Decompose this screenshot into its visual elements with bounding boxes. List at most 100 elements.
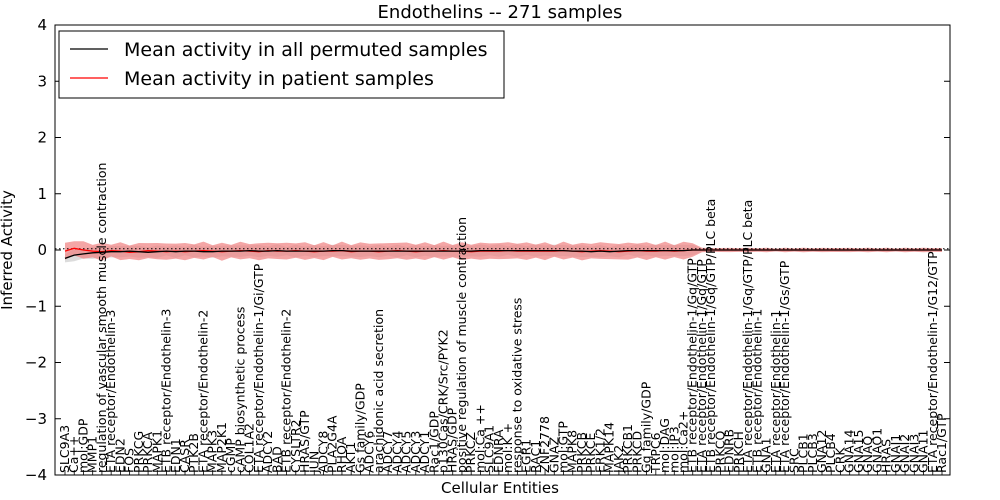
category-label: ADCY3 — [408, 431, 423, 473]
category-label: PRKCA — [140, 432, 155, 473]
category-label: ETA receptor/Endothelin-1/Gi/GTP — [251, 263, 266, 473]
category-label: ETA receptor/Endothelin-1 — [768, 310, 783, 473]
category-label: GNAI2 — [897, 434, 912, 473]
category-label: ERK1/2 — [592, 428, 607, 473]
category-label: Rac1/GDP — [426, 411, 441, 473]
y-tick-label: −3 — [25, 410, 47, 428]
category-label: mol:GTP — [556, 421, 571, 473]
category-label: Ca++ — [66, 436, 81, 473]
y-tick-label: 0 — [37, 241, 47, 259]
category-label: GNA14 — [842, 429, 857, 473]
category-label: PLCB3 — [805, 433, 820, 473]
category-label: ETA receptor/Endothelin-1/G12/GTP — [925, 251, 940, 473]
category-label: EDNRA — [491, 429, 506, 473]
category-label: ETA receptor/Endothelin-3 — [103, 310, 118, 473]
category-label: ADCY5 — [399, 431, 414, 473]
category-label: ETA receptor/Endothelin-2 — [195, 310, 210, 473]
series-line-permuted — [64, 249, 942, 260]
category-label: GNA11 — [916, 430, 931, 474]
y-tick-label: 3 — [37, 72, 47, 90]
category-label: PRKCE — [583, 433, 598, 473]
category-label: PRKCH — [731, 431, 746, 473]
legend-label-permuted: Mean activity in all permuted samples — [124, 39, 487, 61]
category-label: JAK2 — [611, 445, 626, 474]
category-label: Gq family/GDP — [639, 381, 654, 473]
category-label: RHOA — [334, 436, 349, 473]
category-label: FOS — [122, 448, 137, 473]
category-label: EDN1 — [168, 438, 183, 473]
category-label: HRAS/GDP — [445, 407, 460, 473]
category-label: CYSLTR2 — [288, 419, 303, 473]
category-label: ADCY2 — [260, 431, 275, 473]
category-label: GNAZ — [546, 437, 561, 473]
category-label: Rac1/GTP — [934, 413, 949, 473]
category-label: cGMP — [223, 438, 238, 473]
category-label: PRKCQ — [712, 431, 727, 473]
category-label: ADCY4 — [389, 431, 404, 473]
category-label: AKT1 — [343, 442, 358, 473]
category-label: GNAO1 — [869, 428, 884, 473]
category-label: PLCB1 — [796, 433, 811, 473]
category-label: SLC9A3 — [57, 425, 72, 473]
category-label: RAC1 — [528, 440, 543, 473]
category-label: positive regulation of muscle contractio… — [454, 217, 469, 473]
category-label: MAPK3 — [205, 430, 220, 473]
category-label: JUN — [306, 451, 321, 474]
category-label: ETA receptor/Endothelin-1/Gq/GTP/PLC bet… — [740, 200, 755, 473]
category-label: GNA1 — [759, 437, 774, 473]
y-tick-label: −1 — [25, 297, 47, 315]
category-label: HRAS/GTP — [297, 410, 312, 473]
category-label: ETB receptor/Endothelin-1/Gq/GTP/PLC bet… — [703, 199, 718, 473]
category-label: mol:DAG — [657, 418, 672, 473]
category-label: PRKCZ — [463, 432, 478, 473]
category-label: BAD — [269, 446, 284, 473]
category-label: response to oxidative stress — [509, 298, 524, 473]
category-label: ETA receptor/Endothelin-1/Gs/GTP — [777, 260, 792, 473]
category-label: mol:Ca ++ — [472, 404, 487, 473]
category-label: MAPK8 — [565, 430, 580, 473]
category-label: ETB receptor/Endothelin-1/Gq/GTP — [685, 258, 700, 473]
category-label: GNAQ — [860, 436, 875, 473]
category-label: PRKCB1 — [620, 424, 635, 473]
category-label: ZNF2778 — [537, 416, 552, 473]
category-label: ADCY7 — [380, 431, 395, 473]
category-label: GNAI3 — [906, 434, 921, 473]
y-axis: −4 −3 −2 −1 0 1 2 3 4 — [25, 16, 950, 484]
category-label: ETB receptor/Endothelin-1 — [749, 309, 764, 473]
x-axis-label: Cellular Entities — [441, 479, 559, 497]
category-label: mol:Ca2+ — [676, 411, 691, 473]
category-label: CRK — [832, 447, 847, 473]
category-label: GNA12 — [814, 430, 829, 474]
y-tick-label: −4 — [25, 466, 47, 484]
x-axis — [64, 470, 943, 475]
legend: Mean activity in all permuted samples Me… — [58, 30, 505, 99]
category-label: SRC — [786, 448, 801, 473]
category-label: cAMP biosynthetic process — [232, 307, 247, 473]
category-label: SLC9A1 — [482, 425, 497, 473]
category-label: PTK2B — [186, 433, 201, 473]
legend-box — [58, 30, 505, 99]
category-label: CASR — [177, 439, 192, 473]
legend-label-patient: Mean activity in patient samples — [124, 68, 434, 90]
category-label: PLA2G4A — [325, 415, 340, 473]
category-label: Gs family/GDP — [352, 383, 367, 473]
category-label: EGR1 — [519, 439, 534, 473]
category-label: MAPK1 — [149, 430, 164, 473]
y-tick-label: 1 — [37, 185, 47, 203]
series-line-layer — [64, 247, 942, 260]
category-label: p130Cas/CRK/Src/PYK2 — [435, 329, 450, 473]
category-label: PLCB4 — [823, 433, 838, 473]
category-label: MMP1 — [85, 436, 100, 473]
y-axis-label: Inferred Activity — [0, 190, 16, 310]
category-label: mol:GDP — [75, 418, 90, 473]
category-label: EDNRB — [722, 429, 737, 473]
category-label: ETB receptor/Endothelin-3 — [159, 309, 174, 473]
category-label: ADCY1 — [417, 431, 432, 473]
category-label: ETA receptor/Endothelin-1/Gq/GTP — [694, 259, 709, 473]
category-label: PRKCG — [131, 431, 146, 473]
y-tick-label: −2 — [25, 354, 47, 372]
category-label: HRAS — [879, 439, 894, 473]
category-label: MAPK14 — [602, 422, 617, 473]
